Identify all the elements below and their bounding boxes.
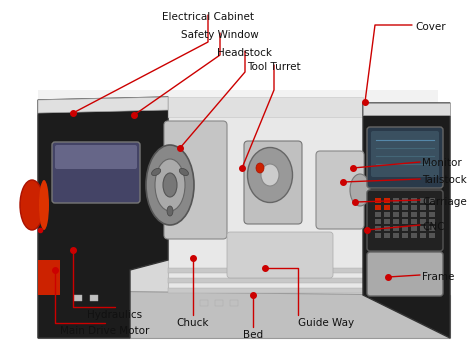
FancyBboxPatch shape xyxy=(316,151,364,229)
Bar xyxy=(384,219,390,224)
Bar xyxy=(74,295,82,301)
Polygon shape xyxy=(38,105,450,338)
Ellipse shape xyxy=(179,168,189,176)
Bar xyxy=(38,90,438,338)
Bar xyxy=(402,212,408,217)
Bar xyxy=(411,198,417,203)
Bar xyxy=(393,226,399,231)
Bar xyxy=(411,219,417,224)
Bar xyxy=(215,300,223,306)
Polygon shape xyxy=(38,97,168,113)
Text: Carriage: Carriage xyxy=(422,197,467,207)
Bar xyxy=(168,268,363,273)
Ellipse shape xyxy=(39,180,49,230)
Bar xyxy=(384,198,390,203)
Text: Tool Turret: Tool Turret xyxy=(247,62,301,72)
Bar xyxy=(38,260,60,295)
Bar xyxy=(375,233,381,238)
Text: Electrical Cabinet: Electrical Cabinet xyxy=(162,12,254,22)
Polygon shape xyxy=(363,103,450,115)
Bar xyxy=(411,212,417,217)
Bar xyxy=(200,300,208,306)
Bar xyxy=(411,226,417,231)
FancyBboxPatch shape xyxy=(55,145,137,169)
Text: Main Drive Motor: Main Drive Motor xyxy=(60,326,150,336)
Bar xyxy=(230,300,238,306)
FancyBboxPatch shape xyxy=(164,121,227,239)
Text: Headstock: Headstock xyxy=(218,48,273,58)
Ellipse shape xyxy=(152,168,161,176)
Bar xyxy=(393,205,399,210)
Ellipse shape xyxy=(20,180,44,230)
FancyBboxPatch shape xyxy=(367,190,443,251)
Ellipse shape xyxy=(256,163,264,173)
Bar xyxy=(411,205,417,210)
Text: Frame: Frame xyxy=(422,272,455,282)
Bar xyxy=(375,212,381,217)
Bar xyxy=(420,205,426,210)
FancyBboxPatch shape xyxy=(227,232,333,278)
Bar xyxy=(402,205,408,210)
Ellipse shape xyxy=(155,159,185,211)
Ellipse shape xyxy=(247,147,292,202)
Bar xyxy=(429,219,435,224)
Bar xyxy=(402,226,408,231)
Bar xyxy=(420,233,426,238)
Bar xyxy=(168,288,363,293)
Bar xyxy=(402,233,408,238)
Bar xyxy=(168,97,363,117)
Text: Monitor: Monitor xyxy=(422,158,462,168)
Polygon shape xyxy=(363,103,450,338)
Ellipse shape xyxy=(261,164,279,186)
Bar xyxy=(375,226,381,231)
Polygon shape xyxy=(38,290,450,338)
Bar xyxy=(402,219,408,224)
Ellipse shape xyxy=(167,206,173,216)
Text: Safety Window: Safety Window xyxy=(181,30,259,40)
Bar xyxy=(393,233,399,238)
Bar xyxy=(429,226,435,231)
Text: Cover: Cover xyxy=(415,22,446,32)
FancyBboxPatch shape xyxy=(371,131,439,177)
Bar xyxy=(384,212,390,217)
Bar xyxy=(429,233,435,238)
Bar xyxy=(429,205,435,210)
Bar xyxy=(375,205,381,210)
Bar xyxy=(375,198,381,203)
FancyBboxPatch shape xyxy=(367,252,443,296)
Bar xyxy=(429,198,435,203)
Bar xyxy=(384,226,390,231)
Bar xyxy=(90,295,98,301)
Text: Hydraulics: Hydraulics xyxy=(87,310,143,320)
Text: CNC: CNC xyxy=(422,222,445,232)
FancyBboxPatch shape xyxy=(52,142,140,203)
Bar xyxy=(168,110,363,290)
Bar xyxy=(429,212,435,217)
FancyBboxPatch shape xyxy=(367,127,443,188)
Ellipse shape xyxy=(350,174,370,206)
Bar xyxy=(420,212,426,217)
Bar xyxy=(420,226,426,231)
Bar xyxy=(393,198,399,203)
Bar xyxy=(420,219,426,224)
Bar xyxy=(393,212,399,217)
Polygon shape xyxy=(38,97,168,338)
Bar xyxy=(402,198,408,203)
Text: Bed: Bed xyxy=(243,330,263,340)
Text: Tailstock: Tailstock xyxy=(422,175,467,185)
Text: Chuck: Chuck xyxy=(177,318,209,328)
Bar xyxy=(384,205,390,210)
Ellipse shape xyxy=(146,145,194,225)
Bar xyxy=(420,198,426,203)
FancyBboxPatch shape xyxy=(244,141,302,224)
Bar xyxy=(168,278,363,283)
Bar xyxy=(384,233,390,238)
Ellipse shape xyxy=(163,173,177,197)
Bar xyxy=(375,219,381,224)
Text: Guide Way: Guide Way xyxy=(298,318,354,328)
Bar xyxy=(393,219,399,224)
Bar xyxy=(411,233,417,238)
